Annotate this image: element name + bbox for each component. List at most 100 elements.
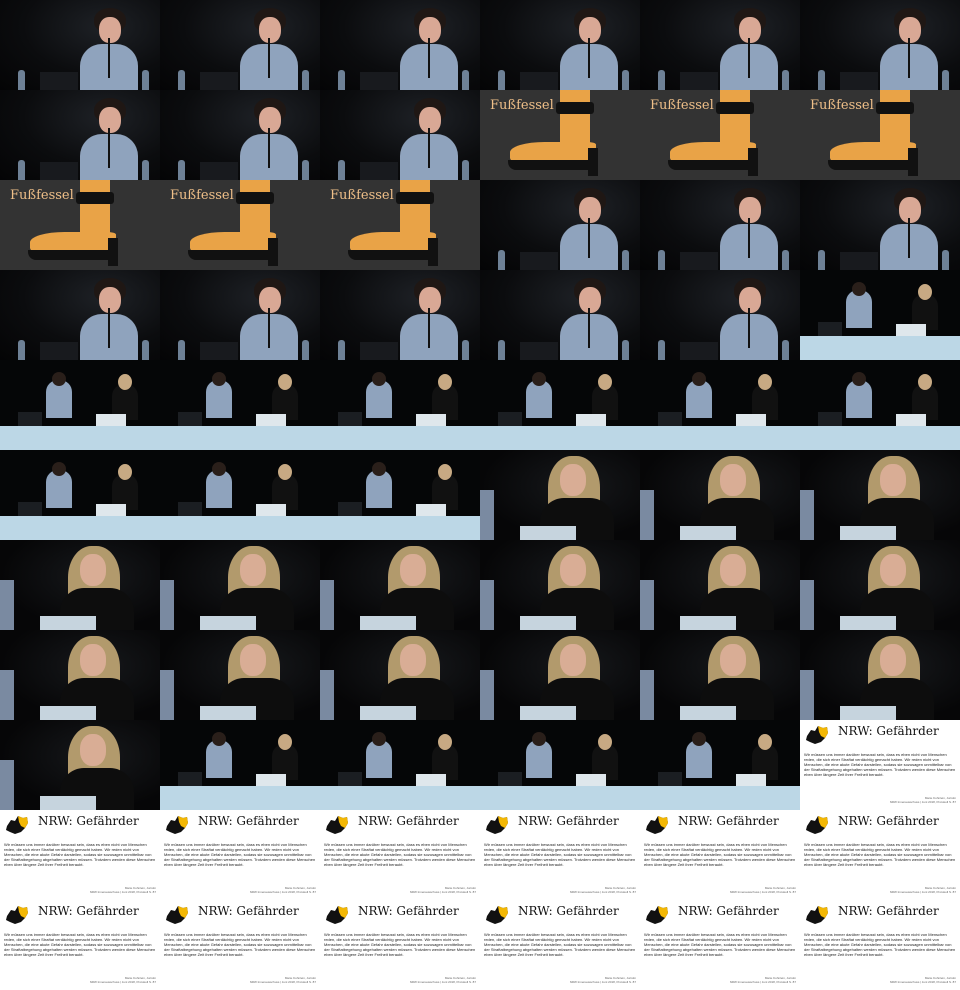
- shoe-slide-label: Fußfessel: [650, 98, 714, 113]
- source-reference: NRW Innenausschuss | Juni 2018, Protokol…: [89, 980, 156, 984]
- frame-speaker: [320, 0, 480, 90]
- frame-speaker: [800, 180, 960, 270]
- source-author: Marie Kuhnlein, Juristin: [124, 976, 156, 980]
- source-author: Marie Kuhnlein, Juristin: [764, 886, 796, 890]
- slide-quote: Wir müssen uns immer darüber bewusst sei…: [324, 842, 476, 867]
- shoe-slide-label: Fußfessel: [10, 188, 74, 203]
- frame-wide: [480, 720, 640, 810]
- source-reference: NRW Innenausschuss | Juni 2018, Protokol…: [249, 890, 316, 894]
- frame-slide: NRW: Gefährder Wir müssen uns immer darüb…: [480, 810, 640, 900]
- frame-blonde: [640, 450, 800, 540]
- frame-slide: NRW: Gefährder Wir müssen uns immer darüb…: [160, 900, 320, 990]
- frame-blonde: [800, 450, 960, 540]
- frame-wide: [640, 360, 800, 450]
- frame-slide: NRW: Gefährder Wir müssen uns immer darüb…: [320, 900, 480, 990]
- slide-source: Marie Kuhnlein, Juristin NRW Innenausschu…: [730, 976, 796, 984]
- frame-slide: NRW: Gefährder Wir müssen uns immer darüb…: [0, 810, 160, 900]
- frame-wide: [640, 720, 800, 810]
- frame-blonde: [320, 540, 480, 630]
- frame-shoe: Fußfessel: [640, 90, 800, 180]
- source-author: Marie Kuhnlein, Juristin: [924, 976, 956, 980]
- frame-speaker: [320, 90, 480, 180]
- slide-quote: Wir müssen uns immer darüber bewusst sei…: [324, 932, 476, 957]
- slide-source: Marie Kuhnlein, Juristin NRW Innenausschu…: [410, 976, 476, 984]
- frame-blonde: [160, 630, 320, 720]
- source-reference: NRW Innenausschuss | Juni 2018, Protokol…: [409, 890, 476, 894]
- frame-slide: NRW: Gefährder Wir müssen uns immer darüb…: [800, 900, 960, 990]
- frame-shoe: Fußfessel: [0, 180, 160, 270]
- nrw-map-icon: [6, 816, 28, 834]
- slide-quote: Wir müssen uns immer darüber bewusst sei…: [644, 932, 796, 957]
- slide-source: Marie Kuhnlein, Juristin NRW Innenausschu…: [250, 976, 316, 984]
- nrw-map-icon: [166, 816, 188, 834]
- frame-slide: NRW: Gefährder Wir müssen uns immer darüb…: [480, 900, 640, 990]
- frame-blonde: [800, 540, 960, 630]
- nrw-map-icon: [646, 816, 668, 834]
- source-reference: NRW Innenausschuss | Juni 2018, Protokol…: [889, 980, 956, 984]
- source-reference: NRW Innenausschuss | Juni 2018, Protokol…: [889, 890, 956, 894]
- slide-title: NRW: Gefährder: [358, 904, 459, 918]
- slide-quote: Wir müssen uns immer darüber bewusst sei…: [484, 842, 636, 867]
- source-reference: NRW Innenausschuss | Juni 2018, Protokol…: [569, 890, 636, 894]
- frame-wide: [800, 360, 960, 450]
- source-author: Marie Kuhnlein, Juristin: [604, 886, 636, 890]
- frame-wide: [480, 360, 640, 450]
- slide-title: NRW: Gefährder: [838, 814, 939, 828]
- slide-source: Marie Kuhnlein, Juristin NRW Innenausschu…: [250, 886, 316, 894]
- frame-speaker: [480, 0, 640, 90]
- nrw-map-icon: [806, 906, 828, 924]
- shoe-slide-label: Fußfessel: [810, 98, 874, 113]
- frame-slide: NRW: Gefährder Wir müssen uns immer darüb…: [160, 810, 320, 900]
- slide-quote: Wir müssen uns immer darüber bewusst sei…: [804, 842, 956, 867]
- nrw-map-icon: [806, 816, 828, 834]
- frame-speaker: [640, 0, 800, 90]
- frame-speaker: [160, 270, 320, 360]
- source-author: Marie Kuhnlein, Juristin: [444, 976, 476, 980]
- frame-speaker: [640, 180, 800, 270]
- frame-blonde: [640, 540, 800, 630]
- nrw-map-icon: [6, 906, 28, 924]
- frame-speaker: [0, 90, 160, 180]
- frame-blonde: [800, 630, 960, 720]
- frame-slide: NRW: Gefährder Wir müssen uns immer darüb…: [0, 900, 160, 990]
- slide-quote: Wir müssen uns immer darüber bewusst sei…: [4, 842, 156, 867]
- frame-blonde: [640, 630, 800, 720]
- slide-title: NRW: Gefährder: [678, 814, 779, 828]
- slide-source: Marie Kuhnlein, Juristin NRW Innenausschu…: [570, 976, 636, 984]
- nrw-map-icon: [486, 816, 508, 834]
- nrw-map-icon: [326, 816, 348, 834]
- slide-title: NRW: Gefährder: [38, 904, 139, 918]
- slide-title: NRW: Gefährder: [838, 904, 939, 918]
- slide-title: NRW: Gefährder: [358, 814, 459, 828]
- slide-source: Marie Kuhnlein, Juristin NRW Innenausschu…: [410, 886, 476, 894]
- frame-speaker: [800, 0, 960, 90]
- shoe-slide-label: Fußfessel: [170, 188, 234, 203]
- frame-speaker: [480, 180, 640, 270]
- frame-blonde: [160, 540, 320, 630]
- frame-speaker: [320, 270, 480, 360]
- frame-slide: NRW: Gefährder Wir müssen uns immer darüb…: [320, 810, 480, 900]
- source-reference: NRW Innenausschuss | Juni 2018, Protokol…: [889, 800, 956, 804]
- nrw-map-icon: [486, 906, 508, 924]
- slide-source: Marie Kuhnlein, Juristin NRW Innenausschu…: [890, 976, 956, 984]
- source-reference: NRW Innenausschuss | Juni 2018, Protokol…: [249, 980, 316, 984]
- frame-blonde: [0, 720, 160, 810]
- frame-shoe: Fußfessel: [480, 90, 640, 180]
- slide-title: NRW: Gefährder: [198, 904, 299, 918]
- frame-speaker: [480, 270, 640, 360]
- slide-source: Marie Kuhnlein, Juristin NRW Innenausschu…: [570, 886, 636, 894]
- slide-source: Marie Kuhnlein, Juristin NRW Innenausschu…: [730, 886, 796, 894]
- slide-quote: Wir müssen uns immer darüber bewusst sei…: [804, 932, 956, 957]
- slide-quote: Wir müssen uns immer darüber bewusst sei…: [644, 842, 796, 867]
- slide-title: NRW: Gefährder: [518, 814, 619, 828]
- shoe-slide-label: Fußfessel: [490, 98, 554, 113]
- source-author: Marie Kuhnlein, Juristin: [284, 976, 316, 980]
- slide-quote: Wir müssen uns immer darüber bewusst sei…: [484, 932, 636, 957]
- frame-shoe: Fußfessel: [320, 180, 480, 270]
- slide-title: NRW: Gefährder: [838, 724, 939, 738]
- slide-source: Marie Kuhnlein, Juristin NRW Innenausschu…: [90, 976, 156, 984]
- nrw-map-icon: [326, 906, 348, 924]
- slide-source: Marie Kuhnlein, Juristin NRW Innenausschu…: [90, 886, 156, 894]
- source-author: Marie Kuhnlein, Juristin: [604, 976, 636, 980]
